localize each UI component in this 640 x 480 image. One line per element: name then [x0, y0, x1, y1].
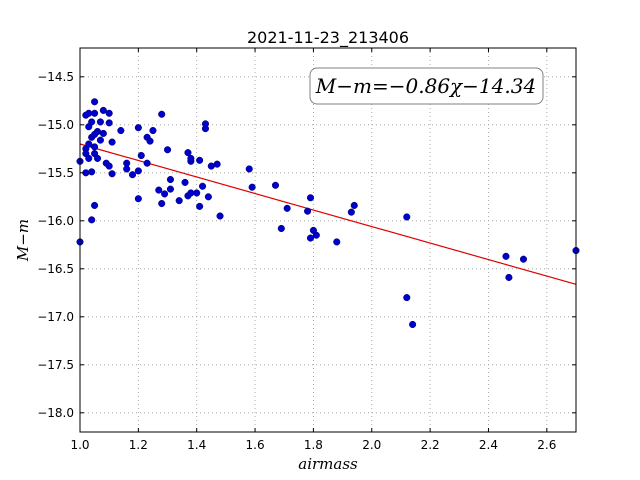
data-point: [93, 154, 102, 162]
x-tick-label: 1.6: [246, 438, 265, 452]
data-point: [277, 224, 285, 233]
data-point: [128, 171, 137, 179]
data-point: [158, 199, 166, 208]
data-point: [409, 320, 417, 329]
data-point: [201, 125, 210, 133]
data-point: [306, 234, 315, 242]
fit-annotation-text: M−m=−0.86χ−14.34: [315, 74, 536, 98]
y-tick-label: −17.0: [37, 310, 74, 324]
data-point: [166, 175, 174, 184]
data-point: [88, 216, 96, 224]
data-point: [117, 127, 125, 135]
data-point: [134, 124, 142, 132]
data-point: [304, 207, 312, 215]
data-point: [91, 201, 99, 209]
data-point: [213, 160, 221, 168]
data-point: [91, 143, 99, 151]
data-point: [105, 162, 113, 170]
y-tick-label: −17.5: [37, 358, 74, 372]
data-point: [137, 151, 145, 160]
data-point: [248, 183, 256, 191]
y-tick-label: −14.5: [37, 70, 74, 84]
data-point: [88, 168, 96, 176]
fit-annotation-box: [309, 67, 544, 105]
data-point: [88, 118, 96, 126]
data-point: [204, 193, 212, 201]
data-point: [163, 146, 172, 154]
data-point: [134, 167, 142, 175]
x-tick-label: 2.2: [421, 438, 440, 452]
data-point: [85, 140, 93, 148]
data-point: [519, 255, 528, 263]
data-point: [403, 213, 411, 221]
data-point: [196, 156, 204, 164]
data-point: [143, 159, 151, 167]
axis-ticks: 1.0 1.2 1.4 1.6 1.8 2.0 2.2 2.4 2.6 −14.5 −15.0 −15…: [37, 48, 576, 452]
data-point: [99, 106, 107, 114]
data-point: [184, 149, 192, 157]
chart-title: 2021-11-23_213406: [247, 28, 409, 48]
x-tick-label: 1.8: [304, 438, 323, 452]
data-point: [91, 109, 99, 117]
x-tick-label: 2.0: [362, 438, 381, 452]
data-point: [187, 154, 195, 162]
data-point: [123, 165, 131, 173]
data-point: [105, 109, 113, 117]
data-point: [96, 118, 104, 126]
y-tick-label: −15.5: [37, 166, 74, 180]
data-point: [108, 170, 116, 178]
plot-frame: [79, 47, 577, 433]
data-point: [155, 186, 163, 194]
data-point: [99, 129, 107, 137]
x-tick-label: 1.4: [187, 438, 206, 452]
data-point: [271, 181, 280, 189]
data-point: [166, 185, 174, 193]
data-point: [85, 154, 93, 162]
data-point: [245, 165, 253, 173]
y-axis-label: M−m: [14, 219, 32, 262]
data-point: [333, 238, 341, 246]
data-point: [91, 98, 99, 106]
data-point: [196, 202, 204, 210]
fit-line: [79, 143, 577, 285]
data-point: [306, 194, 315, 202]
y-tick-label: −16.0: [37, 214, 74, 228]
data-points: [76, 98, 580, 329]
data-point: [347, 208, 355, 216]
data-point: [216, 212, 224, 220]
y-tick-label: −18.0: [37, 406, 74, 420]
data-point: [175, 197, 183, 205]
data-point: [149, 127, 157, 135]
x-tick-label: 2.6: [537, 438, 556, 452]
data-point: [158, 110, 166, 118]
data-point: [161, 190, 169, 198]
data-point: [312, 231, 320, 239]
data-point: [502, 252, 510, 260]
x-tick-label: 1.2: [129, 438, 148, 452]
x-tick-label: 1.0: [70, 438, 89, 452]
data-point: [96, 136, 104, 144]
grid: [79, 48, 576, 432]
data-point: [193, 189, 201, 197]
data-point: [134, 195, 142, 203]
data-point: [181, 178, 189, 186]
fit-annotation: M−m=−0.86χ−14.34: [309, 67, 544, 105]
data-point: [350, 201, 358, 209]
y-tick-label: −16.5: [37, 262, 74, 276]
data-point: [146, 137, 154, 145]
data-point: [108, 138, 116, 146]
x-tick-label: 2.4: [479, 438, 498, 452]
x-axis-label: airmass: [298, 455, 358, 473]
data-point: [198, 182, 207, 190]
data-point: [505, 273, 513, 281]
data-point: [403, 294, 411, 302]
y-tick-label: −15.0: [37, 118, 74, 132]
data-point: [283, 204, 291, 212]
data-point: [105, 119, 113, 127]
